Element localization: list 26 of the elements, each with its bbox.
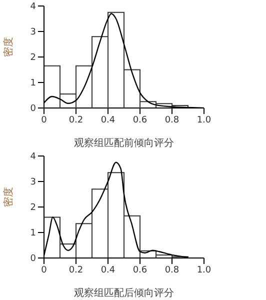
x-axis-title: 观察组匹配前倾向评分 xyxy=(74,137,174,149)
y-tick-label: 3 xyxy=(30,178,36,188)
x-tick-label: 0.4 xyxy=(100,115,116,126)
x-tick-label: 0.6 xyxy=(132,115,148,126)
x-tick-label: 0 xyxy=(41,265,48,276)
y-tick-label: 1 xyxy=(30,228,36,239)
y-axis-title: 密度 xyxy=(2,187,15,207)
y-tick-label: 4 xyxy=(30,2,36,12)
y-tick-label: 0 xyxy=(30,254,36,264)
y-axis-title: 密度 xyxy=(2,37,15,57)
x-tick-label: 0.2 xyxy=(68,265,84,276)
x-tick-label: 0.4 xyxy=(100,265,116,276)
x-tick-label: 0.8 xyxy=(164,115,180,126)
x-tick-label: 0.6 xyxy=(132,265,148,276)
x-tick-label: 0 xyxy=(41,115,48,126)
y-tick-label: 2 xyxy=(30,53,36,64)
y-tick-label: 4 xyxy=(30,152,36,162)
x-tick-label: 1.0 xyxy=(196,115,212,126)
y-tick-label: 2 xyxy=(30,203,36,214)
y-tick-label: 3 xyxy=(30,28,36,38)
y-tick-label: 0 xyxy=(30,104,36,114)
x-tick-label: 0.2 xyxy=(68,115,84,126)
y-tick-label: 1 xyxy=(30,78,36,89)
x-tick-label: 1.0 xyxy=(196,265,212,276)
x-axis-title: 观察组匹配后倾向评分 xyxy=(74,287,174,299)
x-tick-label: 0.8 xyxy=(164,265,180,276)
